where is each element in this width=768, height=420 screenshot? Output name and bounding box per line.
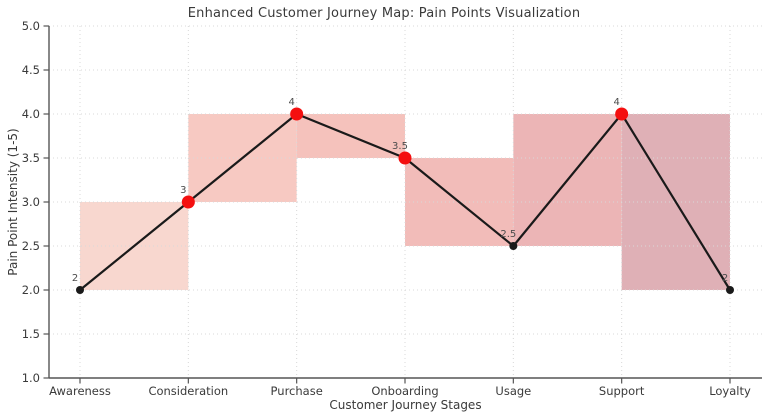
data-point-label: 3.5 xyxy=(392,141,408,152)
x-tick-label: Consideration xyxy=(148,384,228,398)
y-tick-label: 3.5 xyxy=(22,151,40,165)
x-tick-label: Support xyxy=(599,384,645,398)
chart-title: Enhanced Customer Journey Map: Pain Poin… xyxy=(187,6,581,21)
y-tick-label: 3.0 xyxy=(22,195,40,209)
data-point xyxy=(398,151,412,165)
y-tick-label: 4.5 xyxy=(22,63,40,77)
data-point-label: 4 xyxy=(288,97,294,108)
x-tick-label: Awareness xyxy=(49,384,111,398)
y-axis-label: Pain Point Intensity (1-5) xyxy=(6,128,20,276)
y-tick-label: 1.5 xyxy=(22,327,40,341)
data-point-label: 4 xyxy=(613,97,619,108)
data-point xyxy=(290,107,304,121)
data-point xyxy=(509,242,518,250)
data-point-label: 2 xyxy=(722,273,728,284)
y-tick-label: 4.0 xyxy=(22,107,40,121)
data-point xyxy=(615,107,629,121)
y-tick-label: 2.0 xyxy=(22,283,40,297)
y-tick-label: 2.5 xyxy=(22,239,40,253)
x-tick-label: Onboarding xyxy=(371,384,438,398)
data-point xyxy=(76,286,84,294)
data-point xyxy=(726,286,734,294)
data-point xyxy=(181,195,195,209)
data-point-label: 2 xyxy=(72,273,78,284)
x-tick-label: Loyalty xyxy=(709,384,751,398)
x-axis-label: Customer Journey Stages xyxy=(329,398,482,412)
y-tick-label: 1.0 xyxy=(22,371,40,385)
data-point-label: 2.5 xyxy=(500,229,516,240)
data-point-label: 3 xyxy=(180,185,186,196)
y-tick-label: 5.0 xyxy=(22,19,40,33)
x-tick-label: Usage xyxy=(495,384,531,398)
x-tick-label: Purchase xyxy=(271,384,323,398)
